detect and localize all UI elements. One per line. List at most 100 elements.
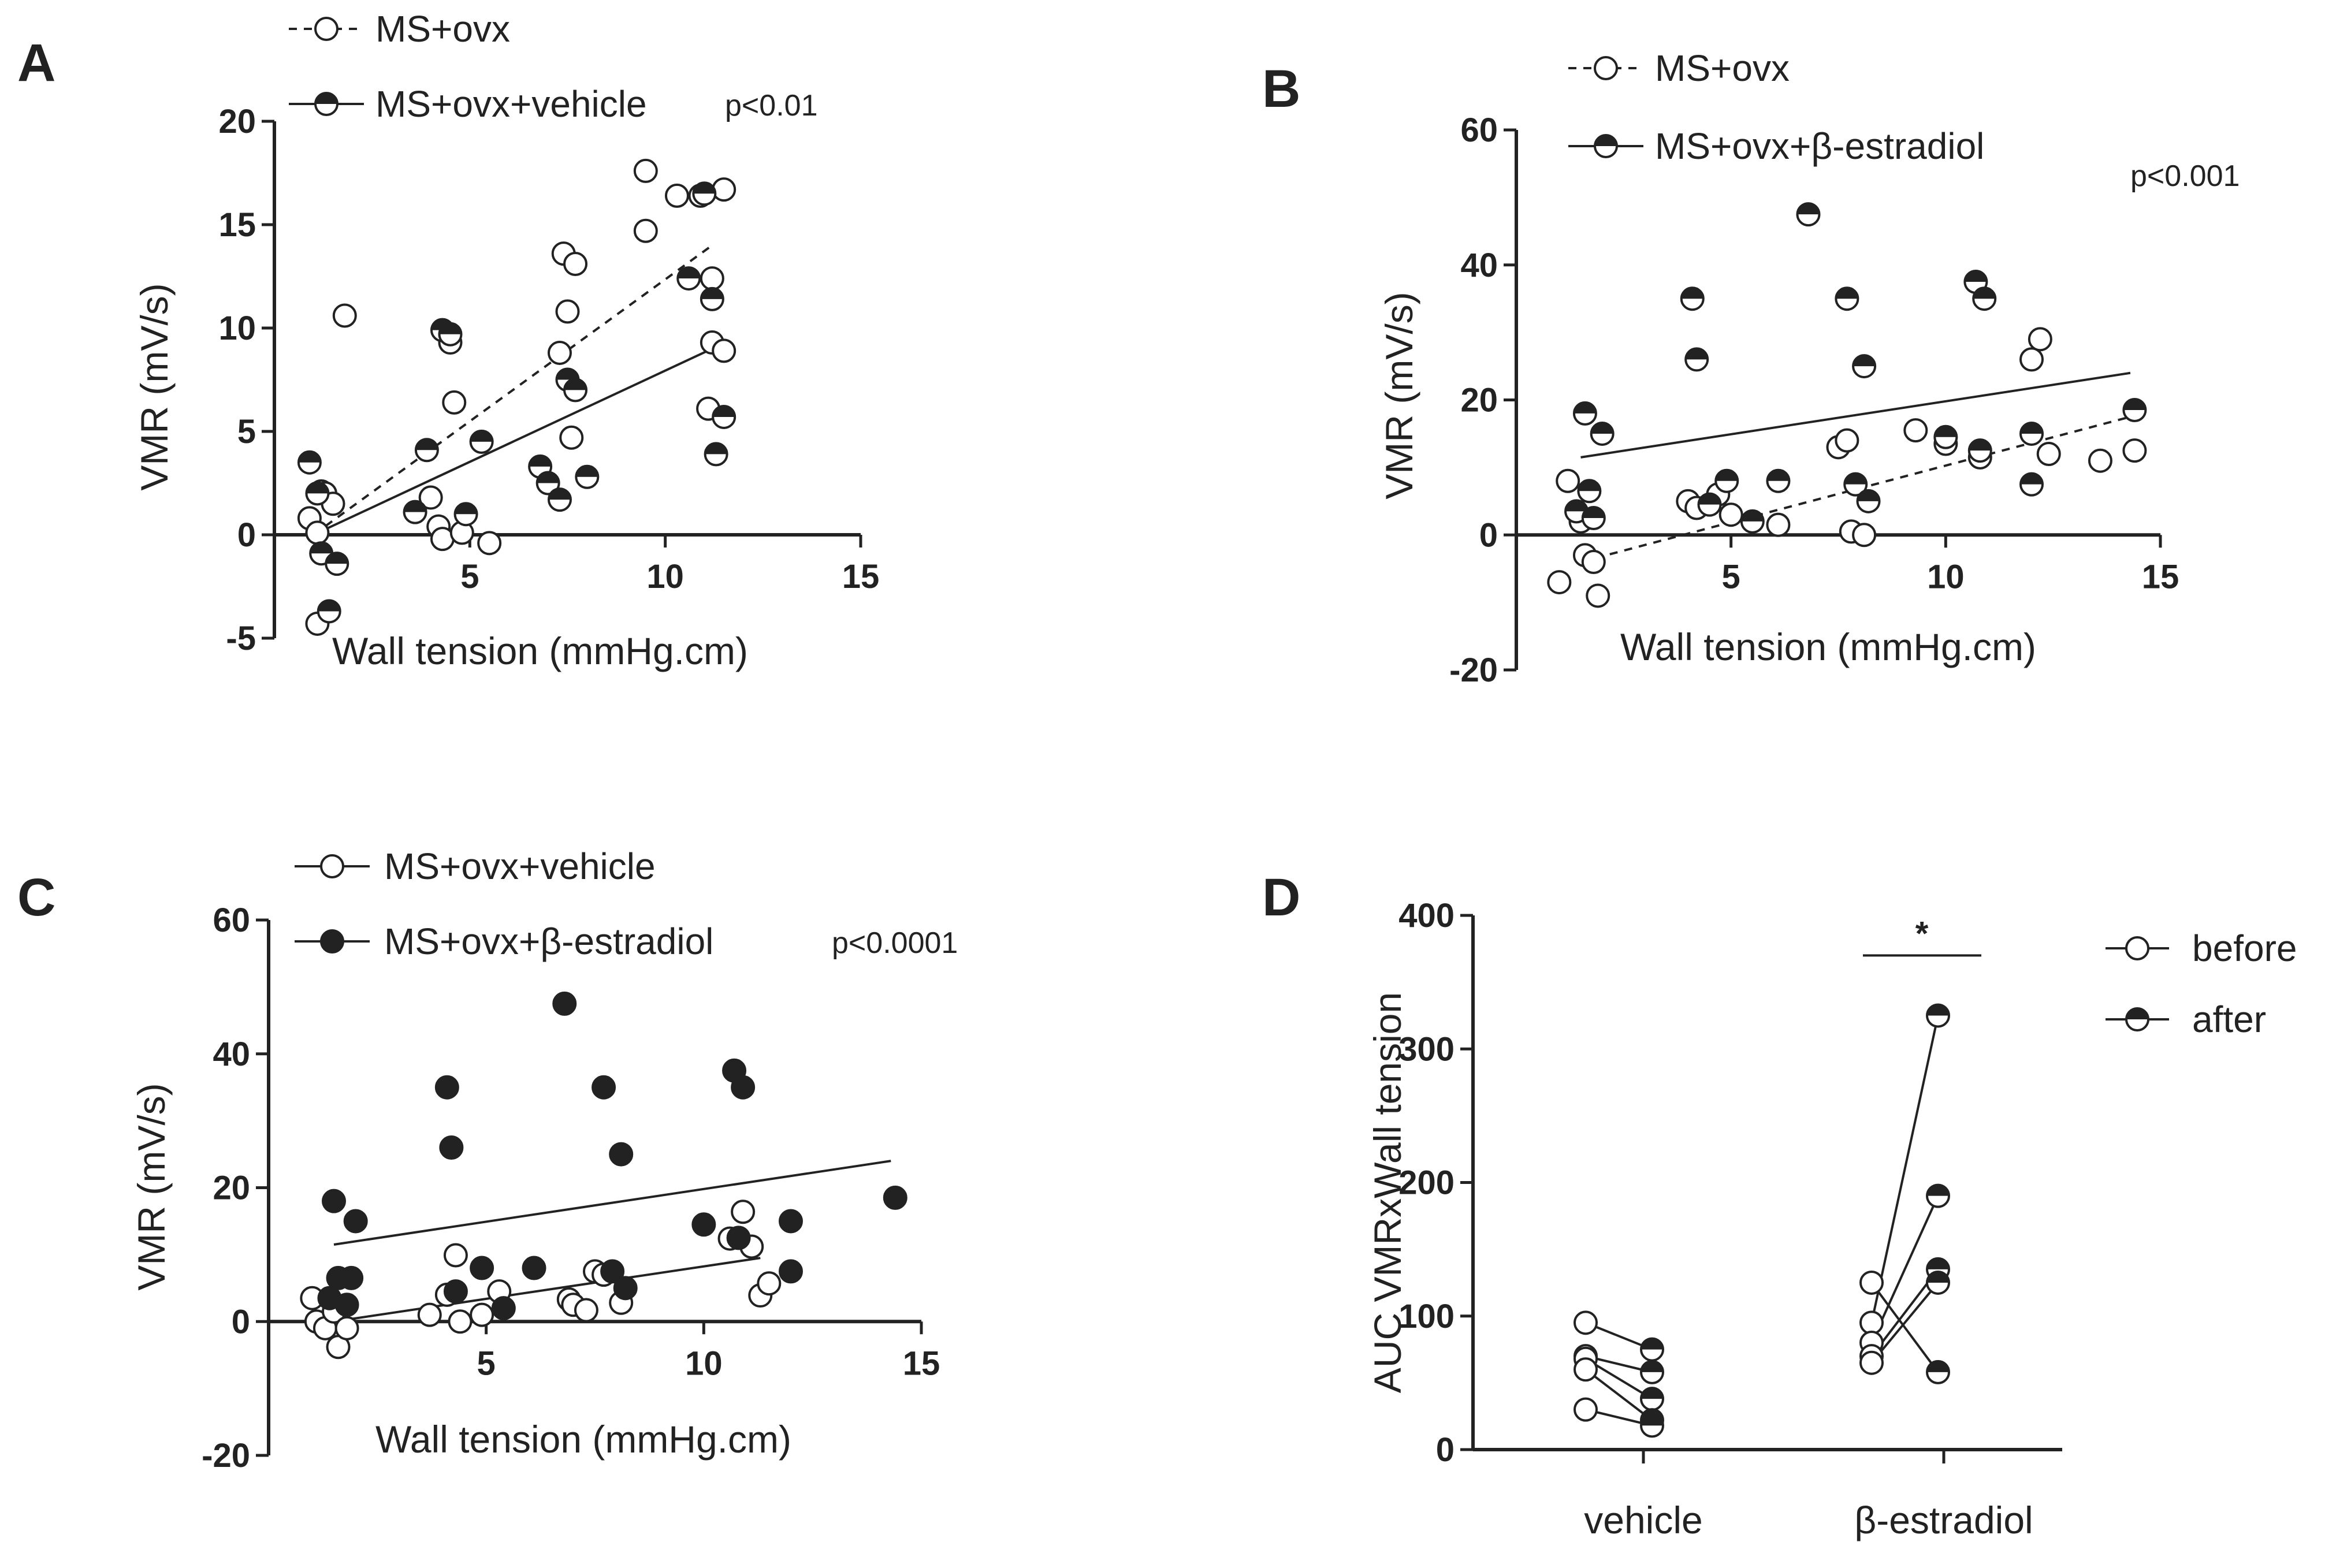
panel-c-xlabel: Wall tension (mmHg.cm) [375, 1418, 791, 1461]
panel-b-xlabel: Wall tension (mmHg.cm) [1620, 625, 2036, 668]
panel-c-xtick-label: 10 [685, 1344, 723, 1382]
panel-d-point-after [1640, 1413, 1664, 1438]
panel-b-point-s0 [2028, 327, 2052, 352]
panel-b-letter: B [1262, 59, 1300, 118]
panel-a-point-s1 [469, 429, 494, 454]
panel-a-point-s1 [535, 471, 560, 496]
panel-c-point-s1 [779, 1259, 803, 1284]
panel-b-point-s1 [1766, 468, 1791, 493]
panel-a-legend-label-1: MS+ovx+vehicle [375, 83, 647, 125]
panel-a-ylabel: VMR (mV/s) [133, 283, 176, 490]
panel-a-point-s0 [712, 338, 736, 363]
panel-c-point-s1 [522, 1256, 546, 1280]
panel-d-legend-item-1: after [2106, 999, 2266, 1040]
panel-c-legend-label-1: MS+ovx+β-estradiol [384, 921, 713, 962]
panel-c-legend-marker-1 [320, 929, 344, 954]
panel-c-plot: -20 0 20 40 60 5 10 15 [202, 902, 940, 1474]
panel-b-point-s1 [1972, 286, 1997, 311]
panel-c-point-s1 [592, 1075, 616, 1100]
panel-c-ylabel: VMR (mV/s) [130, 1083, 173, 1290]
panel-a-point-s1 [317, 599, 341, 624]
panel-d-point-after [1640, 1360, 1664, 1384]
panel-b-point-s0 [1835, 428, 1859, 453]
panel-c-ytick-label: 20 [213, 1170, 250, 1207]
panel-b-ytick-label: 40 [1460, 247, 1498, 284]
panel-d-pair-line [1870, 1015, 1939, 1323]
panel-b-ytick-label: 20 [1460, 382, 1498, 419]
panel-a-pvalue: p<0.01 [725, 89, 818, 122]
panel-d-letter: D [1262, 868, 1300, 927]
panel-c-point-s1 [439, 1135, 464, 1160]
panel-c-point-s0 [417, 1302, 442, 1327]
panel-b-point-s1 [1796, 202, 1821, 227]
panel-a-ytick-label: 20 [218, 103, 256, 140]
panel-b-point-s0 [2036, 442, 2061, 466]
panel-c-ytick-label: 60 [213, 902, 250, 939]
panel-a-xtick-label: 10 [646, 558, 684, 595]
panel-a-point-s0 [332, 303, 357, 328]
panel-a-point-s0 [418, 485, 443, 510]
panel-b-point-s0 [2122, 438, 2147, 463]
panel-b-fit-line-1 [1580, 371, 2131, 459]
panel-b-point-s1 [2019, 472, 2044, 497]
panel-c-point-s1 [322, 1189, 346, 1213]
panel-c-point-s1 [726, 1226, 751, 1250]
panel-b: B MS+ovx MS+ovx+β-estradiol p<0.001 VMR … [1262, 47, 2240, 689]
panel-d-point-after [1926, 1360, 1950, 1384]
panel-b-point-s1 [1684, 347, 1709, 372]
panel-d-pair-line [1870, 1282, 1939, 1373]
panel-a-point-s1 [700, 286, 724, 311]
panel-b-point-s0 [1718, 502, 1743, 527]
panel-a-xlabel: Wall tension (mmHg.cm) [332, 630, 748, 672]
panel-a-point-s1 [563, 378, 588, 403]
panel-a-ytick-label: -5 [226, 620, 256, 657]
panel-d-category-label: β-estradiol [1854, 1499, 2033, 1541]
panel-a-point-s1 [704, 442, 728, 467]
panel-b-point-s1 [1572, 401, 1597, 426]
panel-a-point-s1 [403, 500, 427, 524]
panel-c-point-s0 [470, 1302, 494, 1327]
panel-a-plot: -5 0 5 10 15 20 5 10 15 [218, 103, 879, 657]
panel-b-point-s1 [1740, 509, 1765, 534]
panel-d-ytick-label: 200 [1398, 1164, 1455, 1202]
panel-d-pair-line [1584, 1368, 1653, 1421]
panel-c-point-s1 [434, 1075, 459, 1100]
panel-b-point-s1 [1843, 472, 1868, 497]
panel-b-point-s0 [1581, 550, 1606, 574]
panel-a-point-s0 [633, 158, 658, 183]
panel-c-point-s0 [731, 1200, 756, 1224]
panel-a-fit-line-1 [313, 347, 713, 536]
panel-c-point-s0 [574, 1298, 598, 1323]
panel-b-ylabel: VMR (mV/s) [1378, 292, 1420, 499]
panel-d-legend-marker-0 [2125, 936, 2149, 960]
panel-c-point-s1 [470, 1256, 494, 1280]
panel-b-point-s0 [2019, 347, 2044, 372]
panel-b-xtick-label: 5 [1722, 558, 1740, 595]
panel-c-legend-label-0: MS+ovx+vehicle [384, 846, 656, 887]
panel-a-fit-line-0 [313, 244, 713, 536]
panel-a-point-s0 [477, 531, 502, 556]
panel-a-point-s0 [563, 252, 588, 277]
panel-b-ytick-label: 60 [1460, 111, 1498, 149]
panel-a-legend-marker-1 [314, 92, 339, 116]
panel-c-ytick-label: -20 [202, 1437, 250, 1474]
panel-c-point-s0 [334, 1316, 359, 1340]
panel-b-legend-marker-0 [1594, 56, 1618, 80]
panel-a: A MS+ovx MS+ovx+vehicle p<0.01 VMR (mV/s… [17, 8, 879, 672]
panel-d-ytick-label: 300 [1398, 1030, 1455, 1068]
panel-c-point-s1 [443, 1279, 468, 1304]
panel-d-ytick-label: 100 [1398, 1298, 1455, 1335]
panel-a-legend-item-1: MS+ovx+vehicle [289, 83, 647, 125]
panel-d-legend-item-0: before [2106, 928, 2297, 969]
panel-a-point-s1 [547, 487, 572, 512]
panel-c-point-s1 [343, 1209, 368, 1234]
panel-d-point-before [1859, 1310, 1884, 1335]
panel-c-point-s1 [334, 1293, 359, 1317]
panel-c-point-s1 [552, 991, 577, 1016]
panel-a-point-s0 [442, 390, 467, 415]
panel-d-legend: before after [2106, 928, 2297, 1040]
panel-a-ytick-label: 10 [218, 310, 256, 347]
panel-d-legend-marker-1 [2125, 1007, 2149, 1031]
panel-a-legend-marker-0 [314, 17, 339, 41]
panel-b-point-s1 [1577, 479, 1602, 504]
